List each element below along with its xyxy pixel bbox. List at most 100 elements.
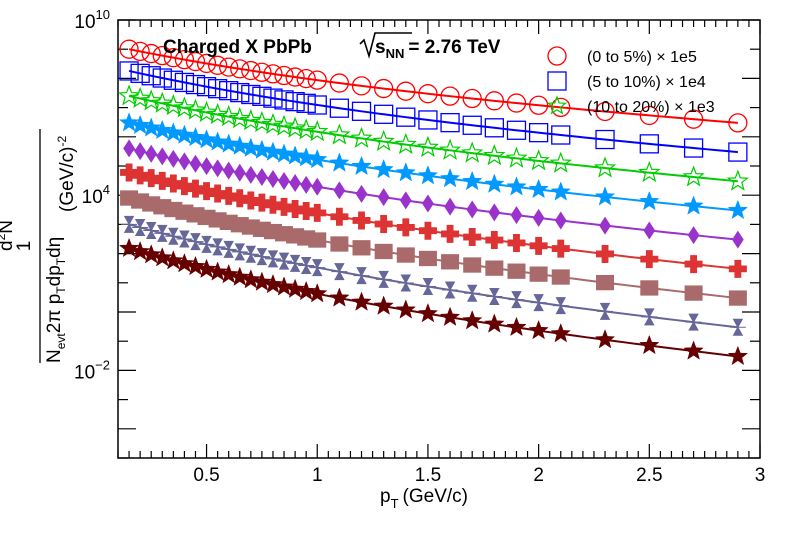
data-point: [219, 57, 239, 77]
data-point: [554, 211, 567, 230]
data-point: [639, 134, 659, 154]
data-point: [727, 345, 749, 366]
x-tick-label: 1: [312, 465, 323, 486]
data-point: [485, 260, 504, 276]
data-point: [152, 68, 172, 88]
data-point: [167, 149, 180, 168]
data-point: [252, 193, 271, 212]
data-point: [163, 70, 183, 90]
data-point: [307, 95, 327, 115]
data-point: [593, 156, 617, 178]
data-point: [417, 165, 439, 185]
data-point: [130, 41, 150, 62]
data-point: [484, 91, 504, 111]
data-point: [295, 280, 317, 301]
data-point: [264, 250, 281, 268]
data-point: [506, 316, 527, 337]
data-point: [329, 98, 350, 118]
data-point: [486, 287, 503, 305]
data-point: [152, 119, 173, 140]
data-point: [189, 154, 202, 173]
data-point: [528, 95, 549, 115]
data-point: [174, 72, 195, 93]
chart-title: Charged X PbPb: [163, 37, 312, 58]
data-point: [244, 165, 257, 184]
data-point: [462, 88, 482, 109]
data-point: [374, 78, 394, 99]
data-point: [174, 49, 195, 70]
x-tick-label: 2.5: [636, 465, 662, 486]
data-point: [596, 274, 615, 291]
series-8-markers: [121, 215, 746, 336]
data-point: [295, 147, 317, 167]
data-point: [178, 152, 191, 171]
data-point: [187, 233, 204, 251]
data-point: [308, 232, 327, 248]
data-point: [200, 157, 213, 176]
data-point: [151, 91, 174, 113]
data-point: [207, 261, 228, 281]
data-point: [506, 93, 527, 113]
y-title-denominator: Nevt2π pTdpTdη: [44, 237, 68, 363]
data-point: [682, 165, 705, 187]
data-point: [532, 208, 545, 227]
data-point: [163, 250, 184, 270]
data-point: [462, 310, 483, 330]
series-9-markers: [118, 237, 749, 366]
data-point: [208, 184, 227, 203]
data-point: [185, 255, 206, 276]
data-point: [307, 283, 328, 303]
data-point: [550, 181, 571, 201]
data-point: [438, 138, 462, 160]
data-point: [295, 118, 318, 140]
data-point: [417, 303, 439, 323]
data-point: [484, 173, 505, 193]
data-point: [422, 194, 434, 213]
data-point: [639, 334, 660, 355]
data-point: [152, 45, 172, 66]
data-point: [374, 243, 393, 260]
data-point: [462, 115, 482, 135]
data-point: [329, 152, 350, 172]
data-point: [284, 145, 306, 165]
x-tick-label: 1.5: [415, 465, 441, 486]
data-point: [134, 142, 146, 161]
data-point: [352, 240, 371, 256]
data-point: [195, 100, 218, 122]
x-tick-label: 2: [533, 465, 544, 486]
data-point: [599, 216, 611, 235]
data-point: [274, 65, 294, 86]
data-point: [276, 252, 293, 270]
data-point: [641, 308, 658, 326]
data-point: [683, 340, 704, 360]
data-point: [228, 107, 251, 129]
y-tick-labels: 1010 104 10−2: [74, 7, 110, 383]
data-point: [184, 98, 207, 120]
data-point: [173, 96, 196, 118]
data-point: [298, 256, 315, 274]
data-point: [351, 76, 372, 96]
data-point: [117, 84, 141, 106]
y-axis-unit: (GeV/c)-2: [55, 136, 78, 212]
data-point: [143, 221, 160, 239]
data-point: [333, 181, 346, 200]
data-point: [240, 137, 262, 157]
data-point: [416, 135, 440, 157]
data-point: [308, 203, 327, 222]
data-point: [156, 147, 169, 166]
data-point: [483, 144, 506, 166]
data-point: [439, 306, 461, 326]
data-point: [219, 81, 239, 101]
data-point: [283, 116, 307, 138]
data-point: [309, 259, 326, 277]
data-point: [529, 236, 548, 255]
data-point: [441, 224, 460, 243]
data-point: [186, 179, 205, 198]
data-point: [329, 287, 350, 307]
data-point: [418, 110, 438, 130]
data-point: [185, 51, 206, 72]
data-point: [374, 104, 394, 124]
data-point: [372, 129, 395, 152]
data-point: [440, 113, 460, 133]
data-point: [527, 149, 550, 171]
